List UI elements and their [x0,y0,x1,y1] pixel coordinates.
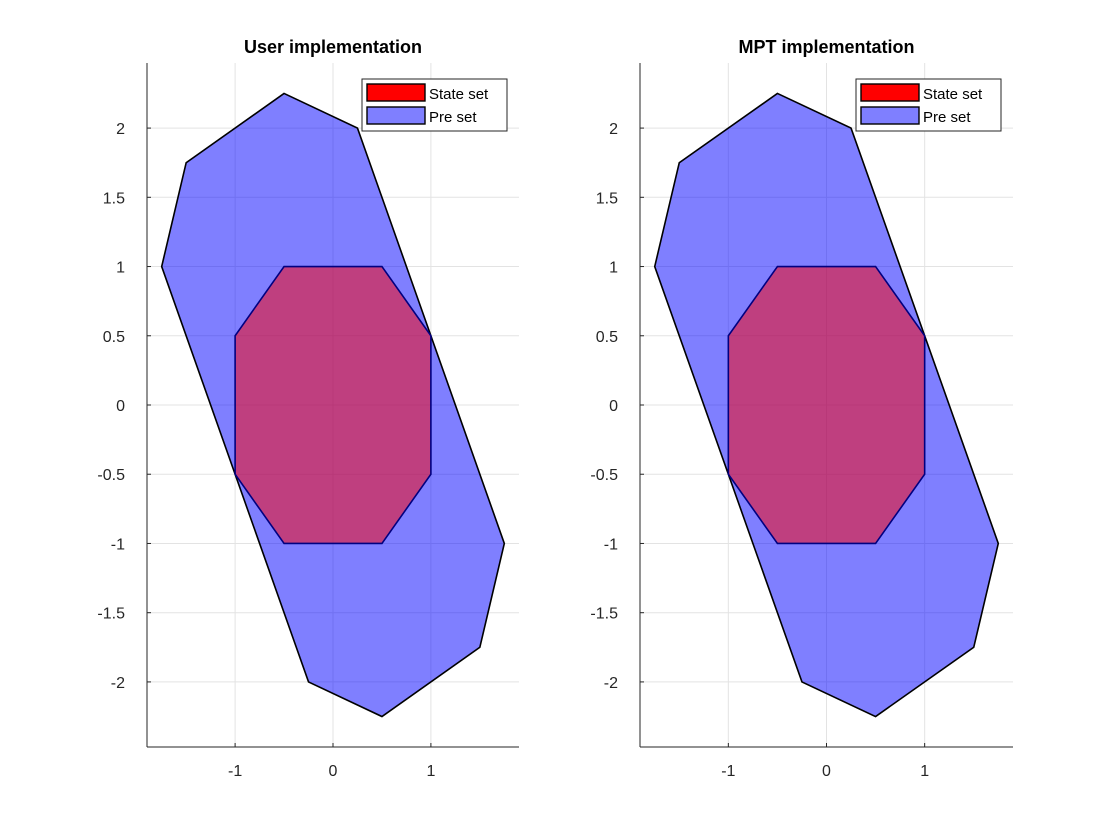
y-tick-label: -1.5 [590,606,618,623]
y-tick-label: 0 [609,398,618,415]
y-tick-label: -2 [604,675,618,692]
y-tick-label: 1.5 [103,190,125,207]
x-tick-label: -1 [721,763,735,780]
legend-swatch-pre-set [366,106,426,125]
y-tick-label: 0.5 [596,329,618,346]
x-tick-label: 1 [426,763,435,780]
y-tick-label: 1.5 [596,190,618,207]
legend: State set Pre set [361,78,508,132]
legend-swatch-pre-set [860,106,920,125]
y-tick-label: -0.5 [97,467,125,484]
chart-title: MPT implementation [738,37,914,57]
y-tick-label: -0.5 [590,467,618,484]
y-tick-label: -2 [111,675,125,692]
subplot-2: -2 -1.5 -1 -0.5 0 0.5 1 1.5 2 -1 0 1 MPT implementat… [590,37,1013,780]
x-tick-label: 1 [920,763,929,780]
subplot-1: -2 -1.5 -1 -0.5 0 0.5 1 1.5 2 -1 0 1 User implementa… [97,37,519,780]
y-tick-label: 1 [116,260,125,277]
legend-swatch-state-set [366,83,426,102]
y-tick-label: 1 [609,260,618,277]
y-tick-label: -1 [111,536,125,553]
y-tick-label: 2 [609,121,618,138]
legend-label: Pre set [429,109,477,126]
y-tick-label: -1.5 [97,606,125,623]
legend-label: State set [923,86,983,103]
y-tick-label: 0 [116,398,125,415]
chart-title: User implementation [244,37,422,57]
polygon-state-set [727,265,926,545]
x-tick-label: 0 [822,763,831,780]
legend-swatch-state-set [860,83,920,102]
legend: State set Pre set [855,78,1002,132]
legend-label: Pre set [923,109,971,126]
y-tick-label: 2 [116,121,125,138]
x-tick-label: -1 [228,763,242,780]
polygon-state-set [234,265,432,545]
x-tick-label: 0 [329,763,338,780]
legend-label: State set [429,86,489,103]
y-tick-label: 0.5 [103,329,125,346]
y-tick-label: -1 [604,536,618,553]
